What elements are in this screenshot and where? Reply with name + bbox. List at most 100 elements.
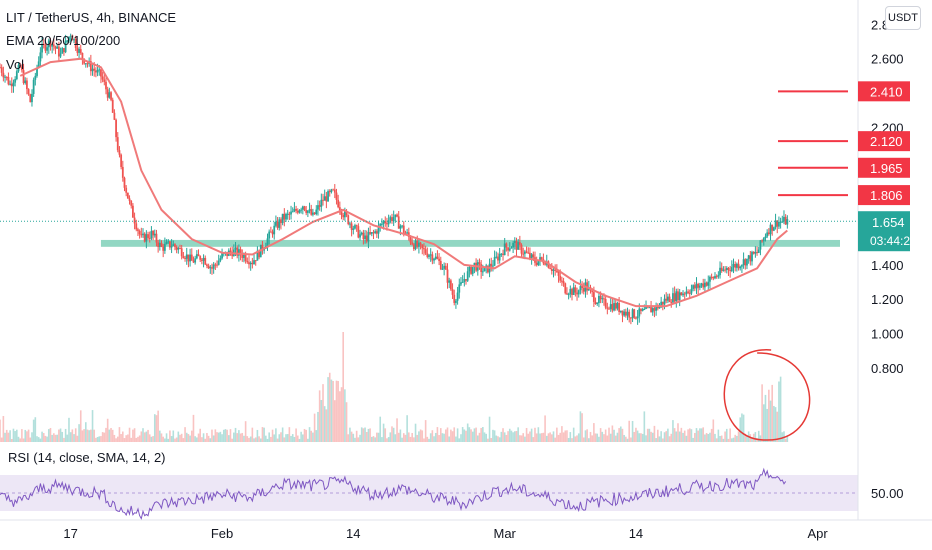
volume-bar [635,427,637,442]
candle-body [687,291,689,293]
candle-body [618,302,621,312]
resistance-levels[interactable]: 2.410 2.120 1.965 1.806 1.654 03:44:22 [778,81,917,252]
ema-legend[interactable]: EMA 20/50/100/200 [6,33,121,48]
volume-bar [285,434,287,442]
candle-body [498,254,501,261]
volume-bar [694,432,696,442]
volume-legend[interactable]: Vol [6,57,25,72]
volume-bar [764,394,767,442]
candle-body [579,286,582,291]
volume-bar [347,434,350,442]
volume-bar [438,435,440,442]
volume-bar [387,437,390,442]
candle-body [539,257,541,262]
candle-body [0,67,1,69]
candle-body [268,231,271,239]
volume-bar [118,427,121,442]
candle-body [705,282,708,286]
candle-body [241,254,244,258]
volume-bar [182,438,185,442]
candle-body [744,259,747,266]
candle-body [167,241,170,243]
candle-body [66,40,69,42]
candle-body [493,257,496,266]
volume-bar [224,429,227,442]
symbol-legend[interactable]: LIT / TetherUS, 4h, BINANCE [6,10,177,25]
time-axis[interactable]: 17 Feb 14 Mar 14 Apr [0,519,932,541]
resistance-label: 1.965 [870,161,903,176]
candle-body [81,52,84,59]
candle-body [636,316,639,319]
candle-body [616,302,619,309]
currency-button[interactable]: USDT [885,6,921,30]
volume-bar [175,437,178,442]
volume-bar [302,434,304,442]
volume-bar [625,436,627,442]
candle-body [608,308,610,310]
volume-bar [786,435,789,442]
candle-body [552,269,555,271]
volume-bar [27,429,30,442]
candle-body [2,72,5,78]
volume-bar [673,428,676,442]
candle-body [486,265,489,273]
volume-bar [530,428,533,442]
volume-bar [251,427,254,442]
candle-body [239,249,242,255]
resistance-label: 2.120 [870,134,903,149]
candle-body [137,229,139,231]
candle-body [251,262,254,265]
volume-bar [473,428,476,442]
volume-bar [36,436,38,442]
volume-bar [613,429,615,442]
volume-bar [165,433,168,442]
volume-bar [441,433,444,442]
volume-bar [710,428,713,442]
volume-bar [377,432,380,442]
candle-body [613,303,615,311]
volume-bar [88,430,90,442]
candle-body [382,221,385,224]
candle-body [266,238,269,247]
volume-bar [164,438,166,442]
candle-body [582,287,585,292]
volume-bar [725,428,728,442]
volume-bar [73,434,75,442]
candle-body [411,242,414,245]
candle-body [246,261,249,263]
candle-body [19,65,22,67]
candle-body [359,234,361,238]
volume-bar [483,432,486,442]
candle-body [502,253,504,255]
volume-bar [487,438,489,442]
candle-body [497,256,499,261]
candle-body [786,219,789,225]
volume-bar [180,433,183,442]
volume-bar [364,427,366,442]
volume-bar [234,427,237,442]
candle-body [68,36,70,41]
candle-body [323,196,326,201]
candle-body [673,293,676,302]
candle-body [537,261,540,265]
volume-bar [572,427,575,442]
candle-body [458,284,461,293]
price-tick-label: 1.400 [871,258,904,273]
volume-bar [190,430,193,442]
volume-bar [688,428,691,442]
annotation-drawing[interactable] [723,349,811,441]
volume-bar [476,435,479,442]
volume-bar [769,400,772,442]
candle-body [286,213,289,215]
candle-body [640,308,642,311]
candle-body [148,237,151,239]
volume-bar [332,380,334,442]
candle-body [742,259,745,266]
candle-body [466,271,469,281]
volume-bar [497,436,499,442]
time-tick-label: 17 [63,526,77,541]
candle-body [115,119,117,138]
candle-body [715,276,718,278]
volume-bar [96,437,99,442]
